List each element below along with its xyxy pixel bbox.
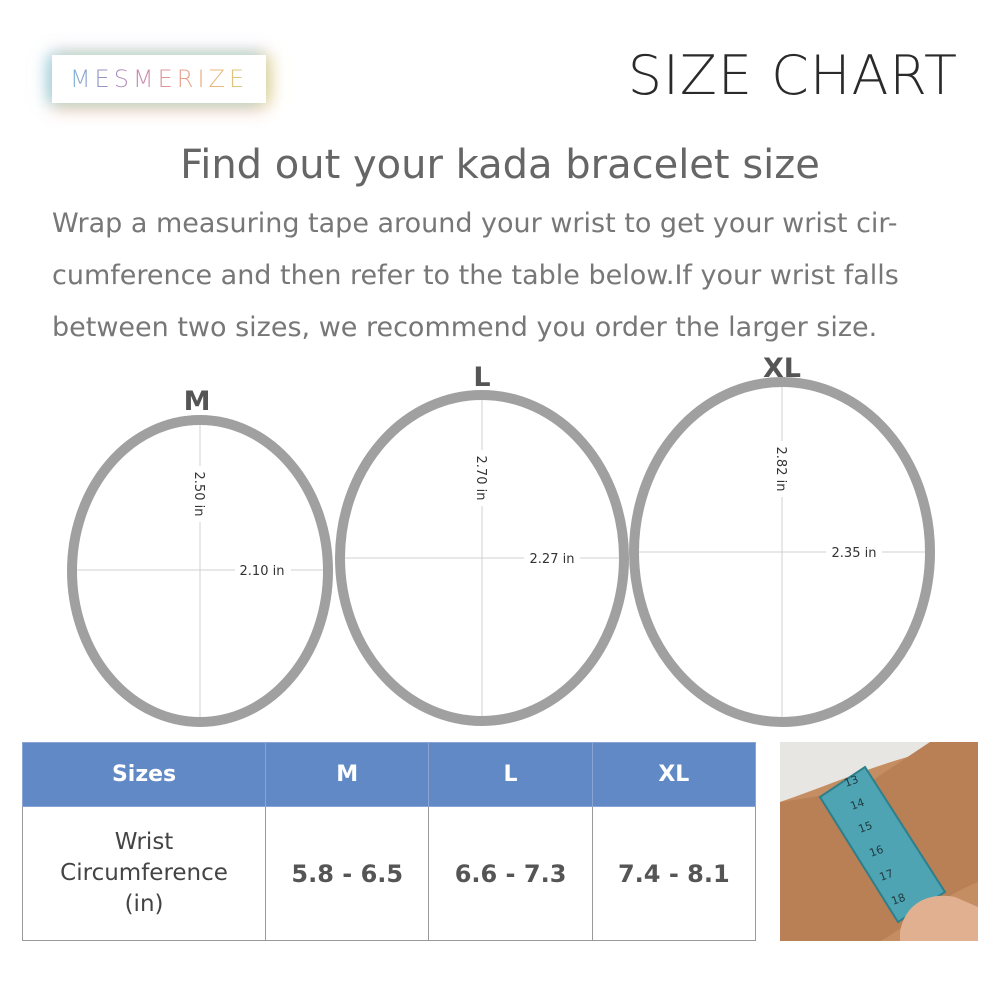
- width-label: 2.27 in: [530, 552, 575, 567]
- row-label-line: (in): [124, 891, 164, 917]
- height-label: 2.82 in: [773, 447, 788, 492]
- bracelet-l: L 2.27 in 2.70 in: [335, 362, 629, 726]
- width-label: 2.35 in: [832, 546, 877, 561]
- value-cell: 7.4 - 8.1: [591, 806, 757, 941]
- size-label: L: [473, 362, 490, 393]
- tape-number: 18: [890, 891, 908, 908]
- row-label: Wrist Circumference (in): [21, 806, 267, 941]
- width-label: 2.10 in: [240, 564, 285, 579]
- height-label: 2.50 in: [191, 472, 206, 517]
- bracelet-ring: [629, 377, 935, 727]
- value-cell: 6.6 - 7.3: [428, 806, 593, 941]
- brand-logo: MESMERIZE: [52, 55, 266, 103]
- tape-number: 13: [843, 773, 861, 790]
- header-cell: XL: [591, 742, 757, 807]
- page-title: SIZE CHART: [627, 44, 958, 107]
- table-row: Wrist Circumference (in) 5.8 - 6.5 6.6 -…: [21, 806, 757, 941]
- size-table: Sizes M L XL Wrist Circumference (in) 5.…: [21, 742, 757, 941]
- instructions: Wrap a measuring tape around your wrist …: [52, 198, 952, 354]
- wrist-measuring-photo: 13 14 15 16 17 18: [780, 742, 978, 941]
- row-label-line: Wrist: [114, 829, 174, 855]
- bracelet-ring: [335, 390, 629, 726]
- section-heading: Find out your kada bracelet size: [180, 142, 820, 188]
- bracelet-m: M 2.10 in 2.50 in: [67, 386, 333, 727]
- tape-number: 17: [878, 867, 896, 884]
- logo-text: MESMERIZE: [69, 65, 249, 93]
- tape-number: 16: [868, 843, 886, 860]
- size-label: XL: [763, 353, 801, 384]
- header-cell: M: [265, 742, 430, 807]
- bracelet-diagrams: M 2.10 in 2.50 in L 2.27 in 2.70 in XL 2…: [67, 353, 935, 727]
- header-cell: Sizes: [21, 742, 267, 807]
- bracelet-xl: XL 2.35 in 2.82 in: [629, 353, 935, 727]
- table-header-row: Sizes M L XL: [21, 742, 757, 807]
- size-label: M: [184, 386, 211, 417]
- tape-number: 15: [857, 819, 875, 836]
- height-label: 2.70 in: [473, 456, 488, 501]
- instructions-line: cumference and then refer to the table b…: [52, 260, 899, 291]
- header-cell: L: [428, 742, 593, 807]
- measuring-tape: [818, 765, 947, 924]
- instructions-line: Wrap a measuring tape around your wrist …: [52, 208, 898, 239]
- tape-number: 14: [849, 796, 867, 813]
- value-cell: 5.8 - 6.5: [265, 806, 430, 941]
- row-label-line: Circumference: [60, 860, 228, 886]
- instructions-line: between two sizes, we recommend you orde…: [52, 312, 878, 343]
- bracelet-ring: [67, 415, 333, 727]
